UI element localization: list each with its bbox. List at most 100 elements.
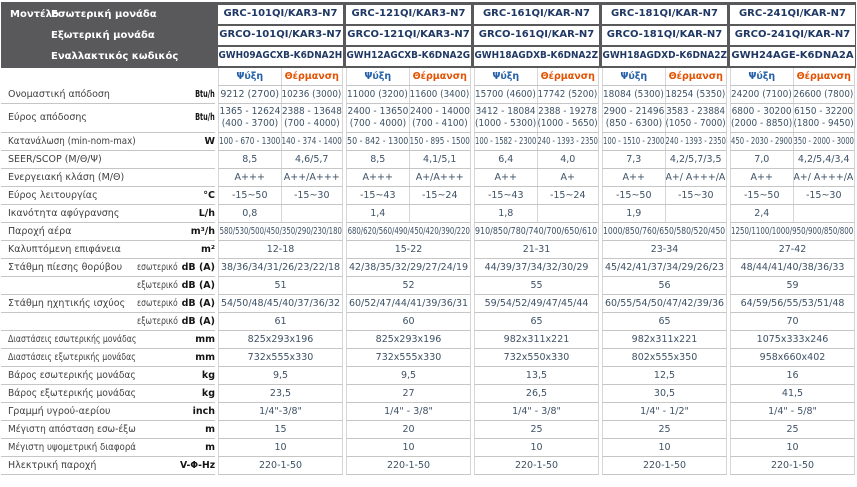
model-code: GRC-101QI/KAR3-N7 — [223, 8, 338, 20]
value-cell: 220-1-50 — [218, 457, 343, 475]
row-sublabel — [137, 226, 179, 237]
row-sublabel — [137, 370, 179, 381]
spec-sheet: Μοντέλο Εσωτερική μονάδα GRC-101QI/KAR3-N7… — [1, 2, 856, 475]
span-value-text: 802x555x350 — [631, 351, 698, 363]
heating-value — [280, 205, 343, 222]
row-unit-text: m — [205, 441, 215, 453]
spec-row: Καλυπτόμενη επιφάνεια m² 12-18 15-22 21-31 23… — [1, 241, 856, 259]
cooling-value: -15~50 — [603, 187, 665, 204]
value-cell: A+++ A++/A+++ — [218, 169, 343, 187]
span-value-text: 220-1-50 — [258, 459, 303, 471]
value-cell: 1,4 — [346, 205, 471, 223]
row-label-text: Ενεργειακή κλάση (Μ/Θ) — [8, 171, 125, 183]
heating-value: 4,2/5,4/3,4 — [792, 151, 855, 168]
row-sublabel-text: εξωτερικό — [137, 279, 178, 291]
subheader-col: Ψύξη Θέρμανση — [474, 68, 599, 86]
value-cell: 12-18 — [218, 241, 343, 259]
spec-row: Μέγιστη απόσταση εσω-έξω m 15 20 25 25 25 — [1, 421, 856, 439]
value-cell: 25 — [730, 421, 855, 439]
heating-value: 150 - 895 - 1500 — [408, 133, 471, 150]
value-cell: 732x555x330 — [218, 349, 343, 367]
value-cell: A+++ A+/A+++ — [346, 169, 471, 187]
row-unit: Btu/h (W) — [179, 89, 215, 101]
heating-value-text: 2388 - 19278 (1000 - 5650) — [537, 106, 598, 129]
cooling-value: 2900 - 21496 (850 - 6300) — [603, 104, 665, 132]
row-label — [1, 316, 137, 327]
cooling-value: 9212 (2700) — [219, 86, 281, 103]
span-value-text: 54/50/48/45/40/37/36/32 — [220, 297, 341, 309]
cooling-value: 2400 - 13650 (700 - 4000) — [347, 104, 409, 132]
value-cell: 2400 - 13650 (700 - 4000) 2400 - 14000 (7… — [346, 104, 471, 133]
heating-value: 11600 (3400) — [408, 86, 471, 103]
heating-value-text: A++/A+++ — [283, 171, 340, 183]
model-cell: GRCO-101QI/KAR3-N7 — [218, 26, 343, 45]
span-value-text: 48/44/41/40/38/36/33 — [740, 261, 845, 273]
span-value-text: 10 — [402, 441, 415, 453]
heating-header-label: Θέρμανση — [284, 70, 339, 82]
heating-value: 17742 (5200) — [536, 86, 599, 103]
row-label-text: Καλυπτόμενη επιφάνεια — [8, 243, 121, 255]
value-cell: 30,5 — [602, 385, 727, 403]
value-cell: 982x311x221 — [474, 331, 599, 349]
span-value-text: 9,5 — [272, 369, 289, 381]
row-label: Ονομαστική απόδοση — [1, 89, 137, 101]
cooling-value-text: 15700 (4600) — [475, 88, 537, 100]
row-label-text: Διαστάσεις εξωτερικής μονάδας — [8, 351, 136, 363]
value-cell: A++ A+ — [474, 169, 599, 187]
row-left: Βάρος εξωτερικής μονάδας kg — [1, 385, 215, 403]
row-sublabel — [137, 190, 179, 201]
span-value-text: 910/850/780/740/700/650/610 — [475, 225, 598, 237]
row-left: Ενεργειακή κλάση (Μ/Θ) — [1, 169, 215, 187]
row-unit: dB (A) — [179, 298, 215, 310]
row-left: Βάρος εσωτερικής μονάδας kg — [1, 367, 215, 385]
value-cell: -15~50 -15~30 — [218, 187, 343, 205]
row-sublabel — [137, 424, 179, 435]
model-code: GRCO-181QI/KAR-N7 — [606, 29, 723, 41]
row-label-text: Μέγιστη απόσταση εσω-έξω — [8, 423, 136, 435]
heating-header: Θέρμανση — [408, 68, 471, 85]
cooling-value: 1365 - 12624 (400 - 3700) — [219, 104, 281, 132]
row-sublabel-text: εξωτερικό — [137, 315, 178, 327]
heating-value: 6150 - 32200 (1800 - 9450) — [792, 104, 855, 132]
spec-row: Διαστάσεις εσωτερικής μονάδας mm 825x293x1… — [1, 331, 856, 349]
span-value-text: 59 — [786, 279, 799, 291]
row-left: SEER/SCOP (Μ/Θ/Ψ) — [1, 151, 215, 169]
cooling-value-text: A++ — [622, 171, 645, 183]
row-label: Βάρος εσωτερικής μονάδας — [1, 370, 137, 382]
spec-row: Διαστάσεις εξωτερικής μονάδας mm 732x555x3… — [1, 349, 856, 367]
value-cell: 27-42 — [730, 241, 855, 259]
value-cell: 60 — [346, 313, 471, 331]
value-cell: 3412 - 18084 (1000 - 5300) 2388 - 19278 (… — [474, 104, 599, 133]
row-label-text: Εύρος απόδοσης — [8, 112, 87, 124]
table-body: Ψύξη Θέρμανση Ψύξη Θέρμανση Ψύξη Θέρμανση Ψύξη… — [1, 68, 856, 475]
span-value-text: 1/4" - 3/8" — [512, 405, 561, 417]
header-row-label: Εναλλακτικός κωδικός — [51, 51, 179, 62]
model-cell: GWH24AGE-K6DNA2A — [730, 47, 855, 66]
row-label: Καλυπτόμενη επιφάνεια — [1, 244, 137, 256]
span-value-text: 982x311x221 — [503, 333, 570, 345]
span-value-text: 23-34 — [650, 243, 679, 255]
row-label-text: Ικανότητα αφύγρανσης — [8, 207, 120, 219]
row-unit: W — [179, 136, 215, 148]
row-left: Μέγιστη υψομετρική διαφορά m — [1, 439, 215, 457]
spec-row: Ηλεκτρική παροχή V-Φ-Hz 220-1-50 220-1-50 22… — [1, 457, 856, 475]
heating-value-text: 4,1/5,1 — [423, 153, 457, 165]
value-cell: 12,5 — [602, 367, 727, 385]
span-value-text: 59/54/52/49/47/45/44 — [484, 297, 589, 309]
value-cell: 100 - 1582 - 2300 240 - 1393 - 2350 — [474, 133, 599, 151]
heating-value — [536, 205, 599, 222]
cooling-value: A++ — [475, 169, 537, 186]
row-label-text: Ηλεκτρική παροχή — [8, 459, 97, 471]
model-cell: GWH09AGCXB-K6DNA2H — [218, 47, 343, 66]
heating-header: Θέρμανση — [664, 68, 727, 85]
heating-value-text: 26600 (7800) — [793, 88, 854, 100]
value-cell: 1250/1100/1000/950/900/850/800 — [730, 223, 855, 241]
value-cell: 16 — [730, 367, 855, 385]
row-label-text: Διαστάσεις εσωτερικής μονάδας — [8, 333, 137, 345]
heating-value: 240 - 1393 - 2350 — [664, 133, 727, 150]
cooling-value: 24200 (7100) — [731, 86, 793, 103]
row-label: SEER/SCOP (Μ/Θ/Ψ) — [1, 154, 137, 166]
row-unit: m — [179, 424, 215, 436]
model-cell: GRCO-181QI/KAR-N7 — [602, 26, 727, 45]
